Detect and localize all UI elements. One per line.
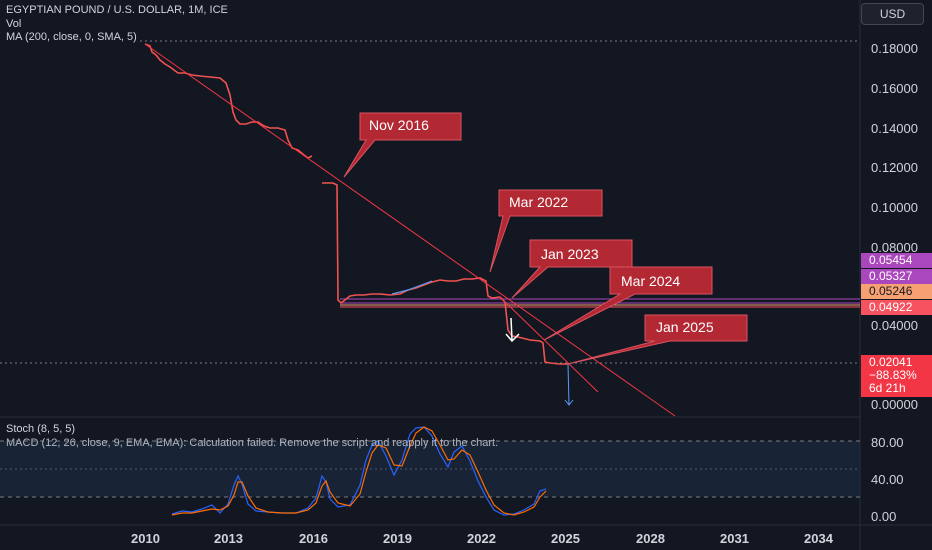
price-tag-05454: 0.05454 bbox=[861, 253, 932, 268]
time-tick: 2034 bbox=[804, 531, 833, 546]
price-tick: 0.00000 bbox=[871, 397, 918, 412]
price-series-up-segments bbox=[391, 280, 433, 295]
price-tag-05246: 0.05246 bbox=[861, 284, 932, 299]
stoch-d-line bbox=[171, 426, 547, 516]
time-tick: 2010 bbox=[131, 531, 160, 546]
callout-nov-2016[interactable] bbox=[343, 112, 462, 178]
indicator-tick: 40.00 bbox=[871, 472, 904, 487]
indicator-tick: 0.00 bbox=[871, 509, 897, 524]
price-tag-04922: 0.04922 bbox=[861, 300, 932, 315]
price-series-recent bbox=[499, 296, 568, 365]
indicator-tick: 80.00 bbox=[871, 435, 904, 450]
time-tick: 2019 bbox=[383, 531, 412, 546]
price-tick: 0.12000 bbox=[871, 160, 918, 175]
main-trendline[interactable] bbox=[144, 43, 676, 417]
stoch-k-line bbox=[171, 426, 547, 516]
callout-jan-2025[interactable] bbox=[567, 314, 748, 365]
callout-nov-2016-label: Nov 2016 bbox=[369, 117, 429, 133]
time-tick: 2013 bbox=[214, 531, 243, 546]
price-tick: 0.10000 bbox=[871, 200, 918, 215]
current-price-change: −88.83% bbox=[869, 368, 917, 382]
callout-mar-2022[interactable] bbox=[489, 189, 603, 273]
price-tick: 0.18000 bbox=[871, 41, 918, 56]
price-tick: 0.08000 bbox=[871, 240, 918, 255]
current-price-tag: 0.02041 −88.83% 6d 21h bbox=[861, 355, 932, 397]
callout-jan-2025-label: Jan 2025 bbox=[656, 319, 714, 335]
price-series-2010-2016 bbox=[144, 43, 313, 159]
price-series-2016-2022 bbox=[322, 182, 501, 305]
price-tick: 0.14000 bbox=[871, 121, 918, 136]
price-tick: 0.16000 bbox=[871, 81, 918, 96]
price-tick: 0.04000 bbox=[871, 318, 918, 333]
price-tag-05327: 0.05327 bbox=[861, 269, 932, 284]
callout-mar-2024[interactable] bbox=[543, 266, 713, 341]
symbol-title[interactable]: EGYPTIAN POUND / U.S. DOLLAR, 1M, ICE bbox=[6, 4, 228, 16]
projection-arrow-head bbox=[564, 399, 574, 406]
time-tick: 2025 bbox=[551, 531, 580, 546]
drop-arrow-head bbox=[505, 333, 520, 343]
projection-line bbox=[567, 363, 570, 406]
ma-indicator-label[interactable]: MA (200, close, 0, SMA, 5) bbox=[6, 31, 137, 43]
callout-mar-2022-label: Mar 2022 bbox=[509, 194, 569, 210]
drop-arrow bbox=[510, 317, 513, 341]
macd-indicator-label[interactable]: MACD (12, 26, close, 9, EMA, EMA): Calcu… bbox=[6, 437, 499, 449]
time-tick: 2022 bbox=[467, 531, 496, 546]
secondary-trendline[interactable] bbox=[499, 296, 599, 393]
callout-jan-2023[interactable] bbox=[511, 239, 633, 299]
currency-button[interactable]: USD bbox=[861, 3, 924, 25]
time-tick: 2016 bbox=[299, 531, 328, 546]
callout-mar-2024-label: Mar 2024 bbox=[621, 273, 681, 289]
candle-countdown: 6d 21h bbox=[869, 381, 906, 395]
current-price-value: 0.02041 bbox=[869, 355, 913, 369]
callout-jan-2023-label: Jan 2023 bbox=[541, 246, 599, 262]
time-tick: 2028 bbox=[636, 531, 665, 546]
stoch-indicator-label[interactable]: Stoch (8, 5, 5) bbox=[6, 423, 76, 435]
time-tick: 2031 bbox=[720, 531, 749, 546]
vol-indicator-label[interactable]: Vol bbox=[6, 18, 22, 30]
